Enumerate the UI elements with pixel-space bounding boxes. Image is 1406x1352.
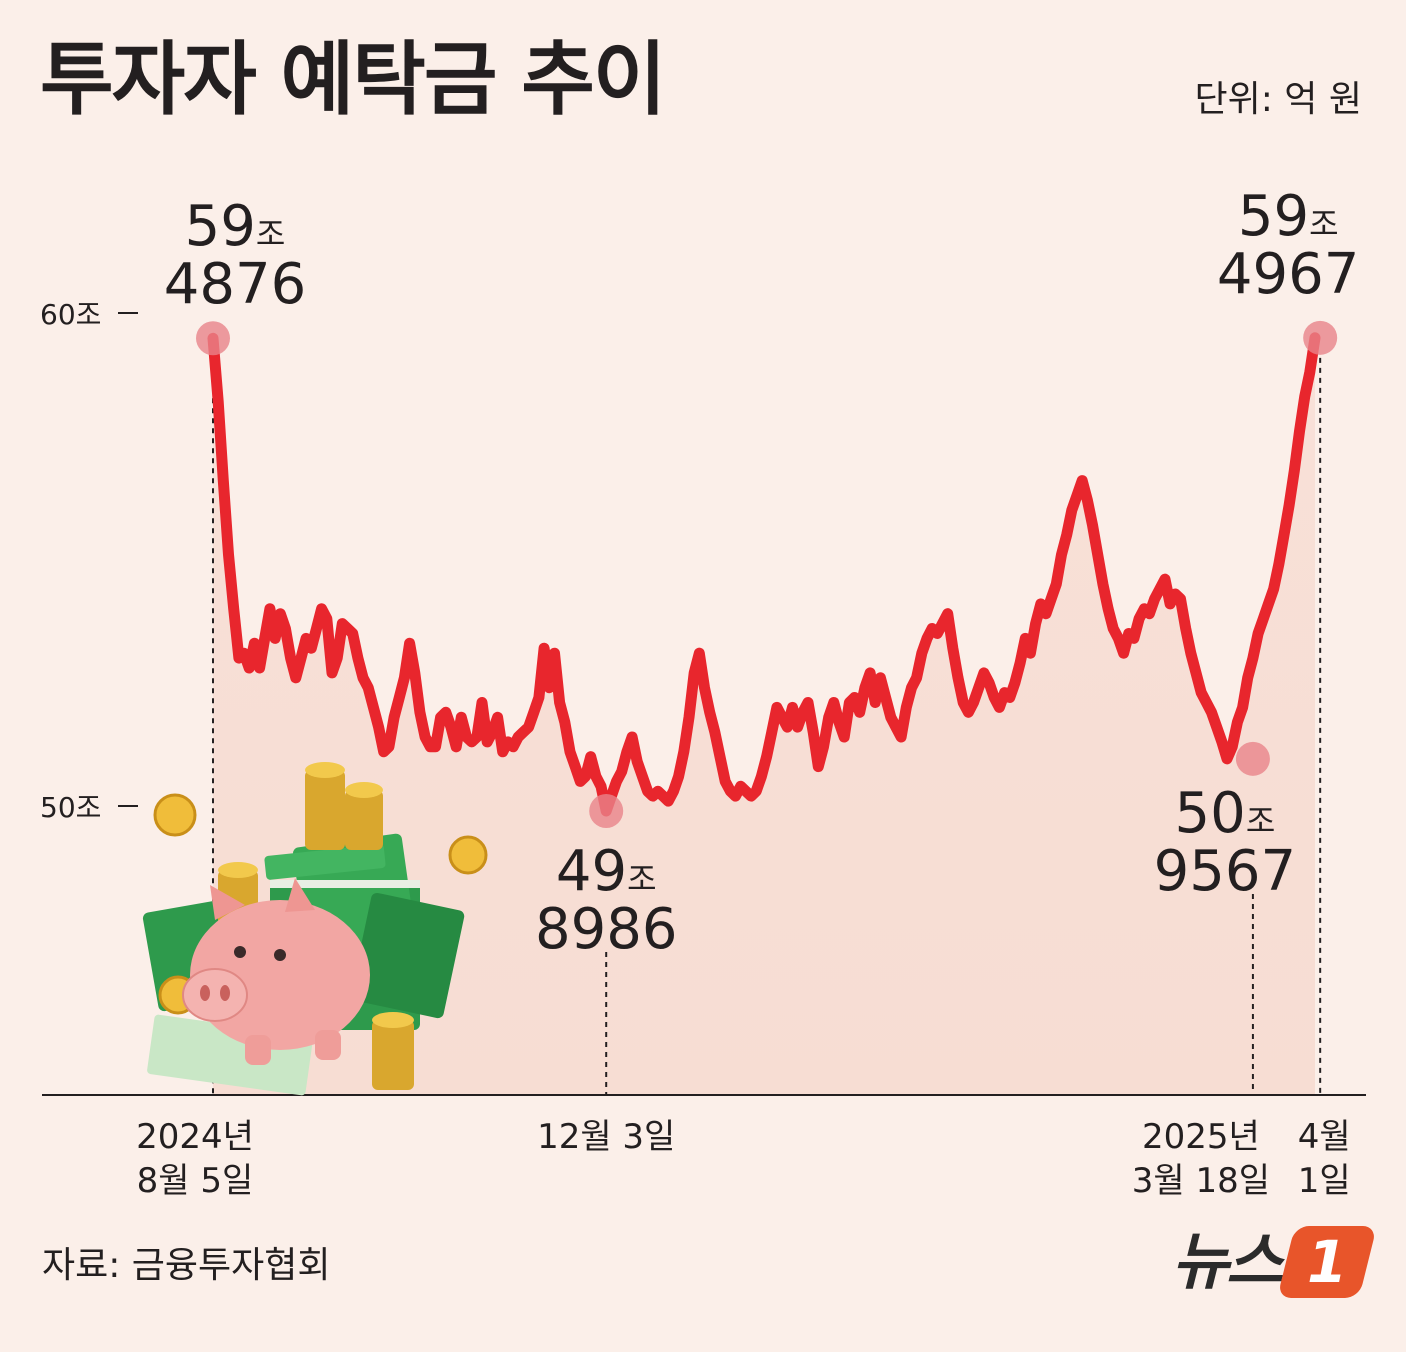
logo-mark-icon: 1 xyxy=(1277,1226,1377,1298)
gold-coin-stack-icon xyxy=(153,762,488,1090)
annotation-value-line1: 49조 xyxy=(556,839,657,904)
point-marker xyxy=(1303,320,1338,355)
annotation-value-line2: 4876 xyxy=(164,252,307,317)
annotation-value-line1: 50조 xyxy=(1175,781,1276,846)
source-label: 자료: 금융투자협회 xyxy=(42,1245,331,1286)
point-marker xyxy=(1235,741,1270,776)
piggy-icon xyxy=(182,878,370,1065)
x-tick-label: 2025년 xyxy=(1142,1117,1260,1157)
annotation-value-line2: 8986 xyxy=(535,897,678,962)
point-marker xyxy=(196,321,230,356)
y-tick-label: 60조 xyxy=(40,298,101,331)
news1-logo: 뉴스 1 xyxy=(1171,1225,1377,1298)
annotation-value-line2: 9567 xyxy=(1154,839,1297,904)
chart-title: 투자자 예탁금 추이 xyxy=(40,33,667,126)
y-tick-label: 50조 xyxy=(40,791,101,824)
y-axis: 50조 60조 xyxy=(40,298,138,824)
logo-mark-label: 1 xyxy=(1306,1228,1348,1296)
x-tick-label: 8월 5일 xyxy=(137,1161,254,1201)
x-tick-label: 3월 18일 xyxy=(1132,1161,1270,1201)
annotation-value-line1: 59조 xyxy=(1238,184,1339,249)
area-fill xyxy=(213,337,1315,1095)
point-marker xyxy=(589,793,624,828)
x-tick-label: 12월 3일 xyxy=(537,1117,675,1157)
unit-label: 단위: 억 원 xyxy=(1194,79,1363,120)
x-tick-label: 2024년 xyxy=(136,1117,254,1157)
x-tick-label: 1일 xyxy=(1298,1161,1351,1201)
logo-text: 뉴스 xyxy=(1171,1225,1283,1298)
annotation-value-line1: 59조 xyxy=(185,194,286,259)
series-line xyxy=(207,332,1321,817)
x-tick-label: 4월 xyxy=(1298,1117,1351,1157)
piggy-bank-illustration xyxy=(142,762,488,1096)
peak-markers xyxy=(196,320,1338,828)
annotation-value-line2: 4967 xyxy=(1217,242,1360,307)
